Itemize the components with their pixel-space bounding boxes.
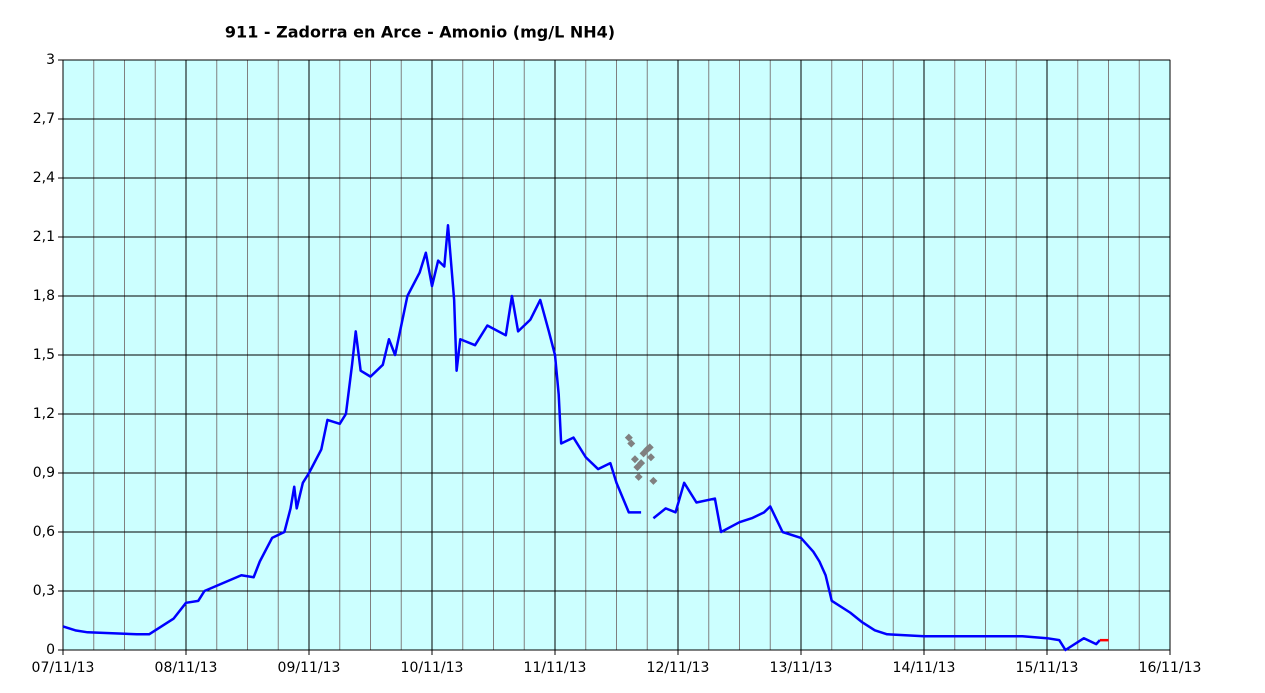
x-tick-label: 12/11/13: [647, 660, 710, 676]
x-tick-label: 07/11/13: [32, 660, 95, 676]
y-tick-label: 0: [46, 642, 55, 658]
data-point: [627, 439, 636, 448]
data-line: [62, 223, 642, 636]
y-tick-label: 3: [46, 52, 55, 68]
data-point: [649, 476, 658, 485]
data-point: [634, 472, 643, 481]
x-tick-label: 16/11/13: [1139, 660, 1202, 676]
x-tick-label: 08/11/13: [155, 660, 218, 676]
x-tick-label: 11/11/13: [524, 660, 587, 676]
y-tick-label: 2,4: [33, 170, 55, 186]
data-point: [630, 455, 639, 464]
y-tick-label: 0,6: [33, 524, 55, 540]
x-tick-label: 14/11/13: [893, 660, 956, 676]
chart-title: 911 - Zadorra en Arce - Amonio (mg/L NH4…: [225, 23, 615, 42]
data-point: [646, 453, 655, 462]
x-tick-label: 15/11/13: [1016, 660, 1079, 676]
y-tick-label: 1,2: [33, 406, 55, 422]
data-line: [652, 481, 1101, 652]
data-point: [637, 459, 646, 468]
x-tick-label: 09/11/13: [278, 660, 341, 676]
data-point: [624, 433, 633, 442]
y-tick-label: 2,1: [33, 229, 55, 245]
data-point: [645, 443, 654, 452]
y-tick-label: 1,8: [33, 288, 55, 304]
y-tick-label: 2,7: [33, 111, 55, 127]
x-tick-label: 10/11/13: [401, 660, 464, 676]
y-tick-label: 0,9: [33, 465, 55, 481]
y-tick-label: 0,3: [33, 583, 55, 599]
y-tick-label: 1,5: [33, 347, 55, 363]
x-tick-label: 13/11/13: [770, 660, 833, 676]
